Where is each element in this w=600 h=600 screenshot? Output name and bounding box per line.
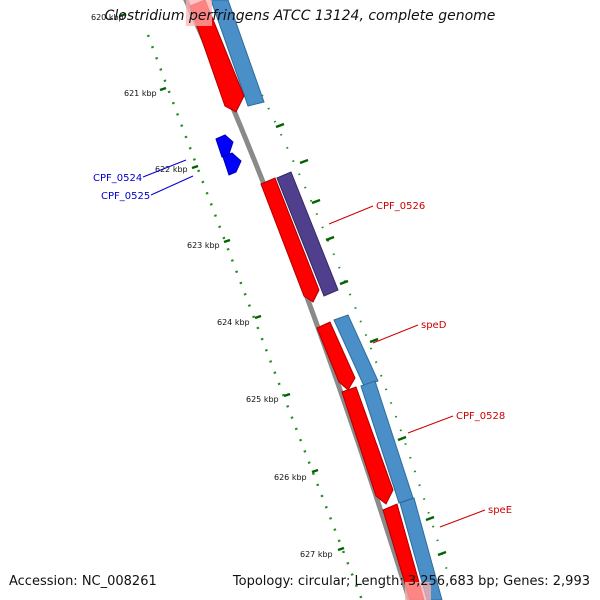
cog-segment-spee	[399, 497, 443, 600]
scale-tick	[337, 546, 345, 552]
gene-arrow-cpf0528	[341, 386, 394, 505]
scale-tick	[311, 468, 319, 474]
scale-label-623: 623 kbp	[187, 241, 220, 250]
scale-label-626: 626 kbp	[274, 473, 307, 482]
scale-tick-outer	[425, 515, 435, 522]
leader-sped	[372, 324, 419, 344]
gene-highlight-bottom	[405, 582, 431, 600]
scale-tick-outer	[299, 158, 309, 165]
gene-arrow-spee	[382, 503, 425, 600]
gene-label-sped: speD	[421, 320, 447, 331]
scale-tick-outer	[369, 337, 379, 344]
scale-tick	[283, 392, 291, 398]
scale-dots-inner	[146, 34, 364, 600]
gene-arrow-cpf0525	[222, 152, 242, 176]
scale-tick	[254, 314, 262, 320]
gene-labels: CPF_0524 CPF_0525 CPF_0526 speD CPF_0528…	[93, 173, 512, 516]
topology-label: Topology: circular; Length: 3,256,683 bp…	[232, 574, 590, 589]
leader-spee	[439, 509, 486, 528]
gene-arrow-cpf0526	[260, 177, 320, 303]
gene-track	[186, 0, 431, 600]
gene-arrow-sped	[316, 321, 356, 391]
scale-labels: 620 kbp 621 kbp 622 kbp 623 kbp 624 kbp …	[91, 13, 333, 559]
backbone-track	[183, 0, 412, 600]
cog-segment-top	[210, 0, 265, 107]
leader-cpf0525	[150, 175, 194, 196]
leader-cpf0528	[407, 415, 454, 434]
label-leaders	[142, 159, 486, 528]
scale-tick-outer	[437, 550, 447, 557]
cog-segment-sped	[333, 314, 379, 387]
gene-label-cpf0525: CPF_0525	[101, 191, 150, 202]
scale-tick	[119, 12, 127, 18]
scale-label-620: 620 kbp	[91, 13, 124, 22]
gene-arrow-cpf0524	[215, 134, 234, 158]
cog-segment-cpf0526	[276, 171, 339, 297]
blue-gene-cluster	[215, 134, 242, 176]
scale-label-624: 624 kbp	[217, 318, 250, 327]
scale-tick-outer	[325, 235, 335, 242]
accession-label: Accession: NC_008261	[9, 574, 157, 589]
scale-tick	[191, 164, 199, 170]
gene-highlight-top	[186, 0, 212, 26]
leader-cpf0526	[328, 205, 374, 225]
scale-label-627: 627 kbp	[300, 550, 333, 559]
leader-cpf0524	[142, 159, 187, 178]
scale-tick-outer	[275, 122, 285, 129]
scale-label-625: 625 kbp	[246, 395, 279, 404]
scale-tick-outer	[311, 198, 321, 205]
scale-label-621: 621 kbp	[124, 89, 157, 98]
gene-label-cpf0528: CPF_0528	[456, 411, 505, 422]
scale-tick-outer	[339, 279, 349, 286]
scale-label-622: 622 kbp	[155, 165, 188, 174]
gene-label-cpf0526: CPF_0526	[376, 201, 425, 212]
gene-label-cpf0524: CPF_0524	[93, 173, 142, 184]
cog-track	[210, 0, 443, 600]
scale-ticks	[119, 12, 447, 557]
scale-tick	[159, 86, 167, 92]
scale-tick-outer	[397, 435, 407, 442]
gene-label-spee: speE	[488, 505, 512, 516]
genome-title: Clostridium perfringens ATCC 13124, comp…	[104, 8, 496, 24]
scale-tick	[223, 238, 231, 244]
